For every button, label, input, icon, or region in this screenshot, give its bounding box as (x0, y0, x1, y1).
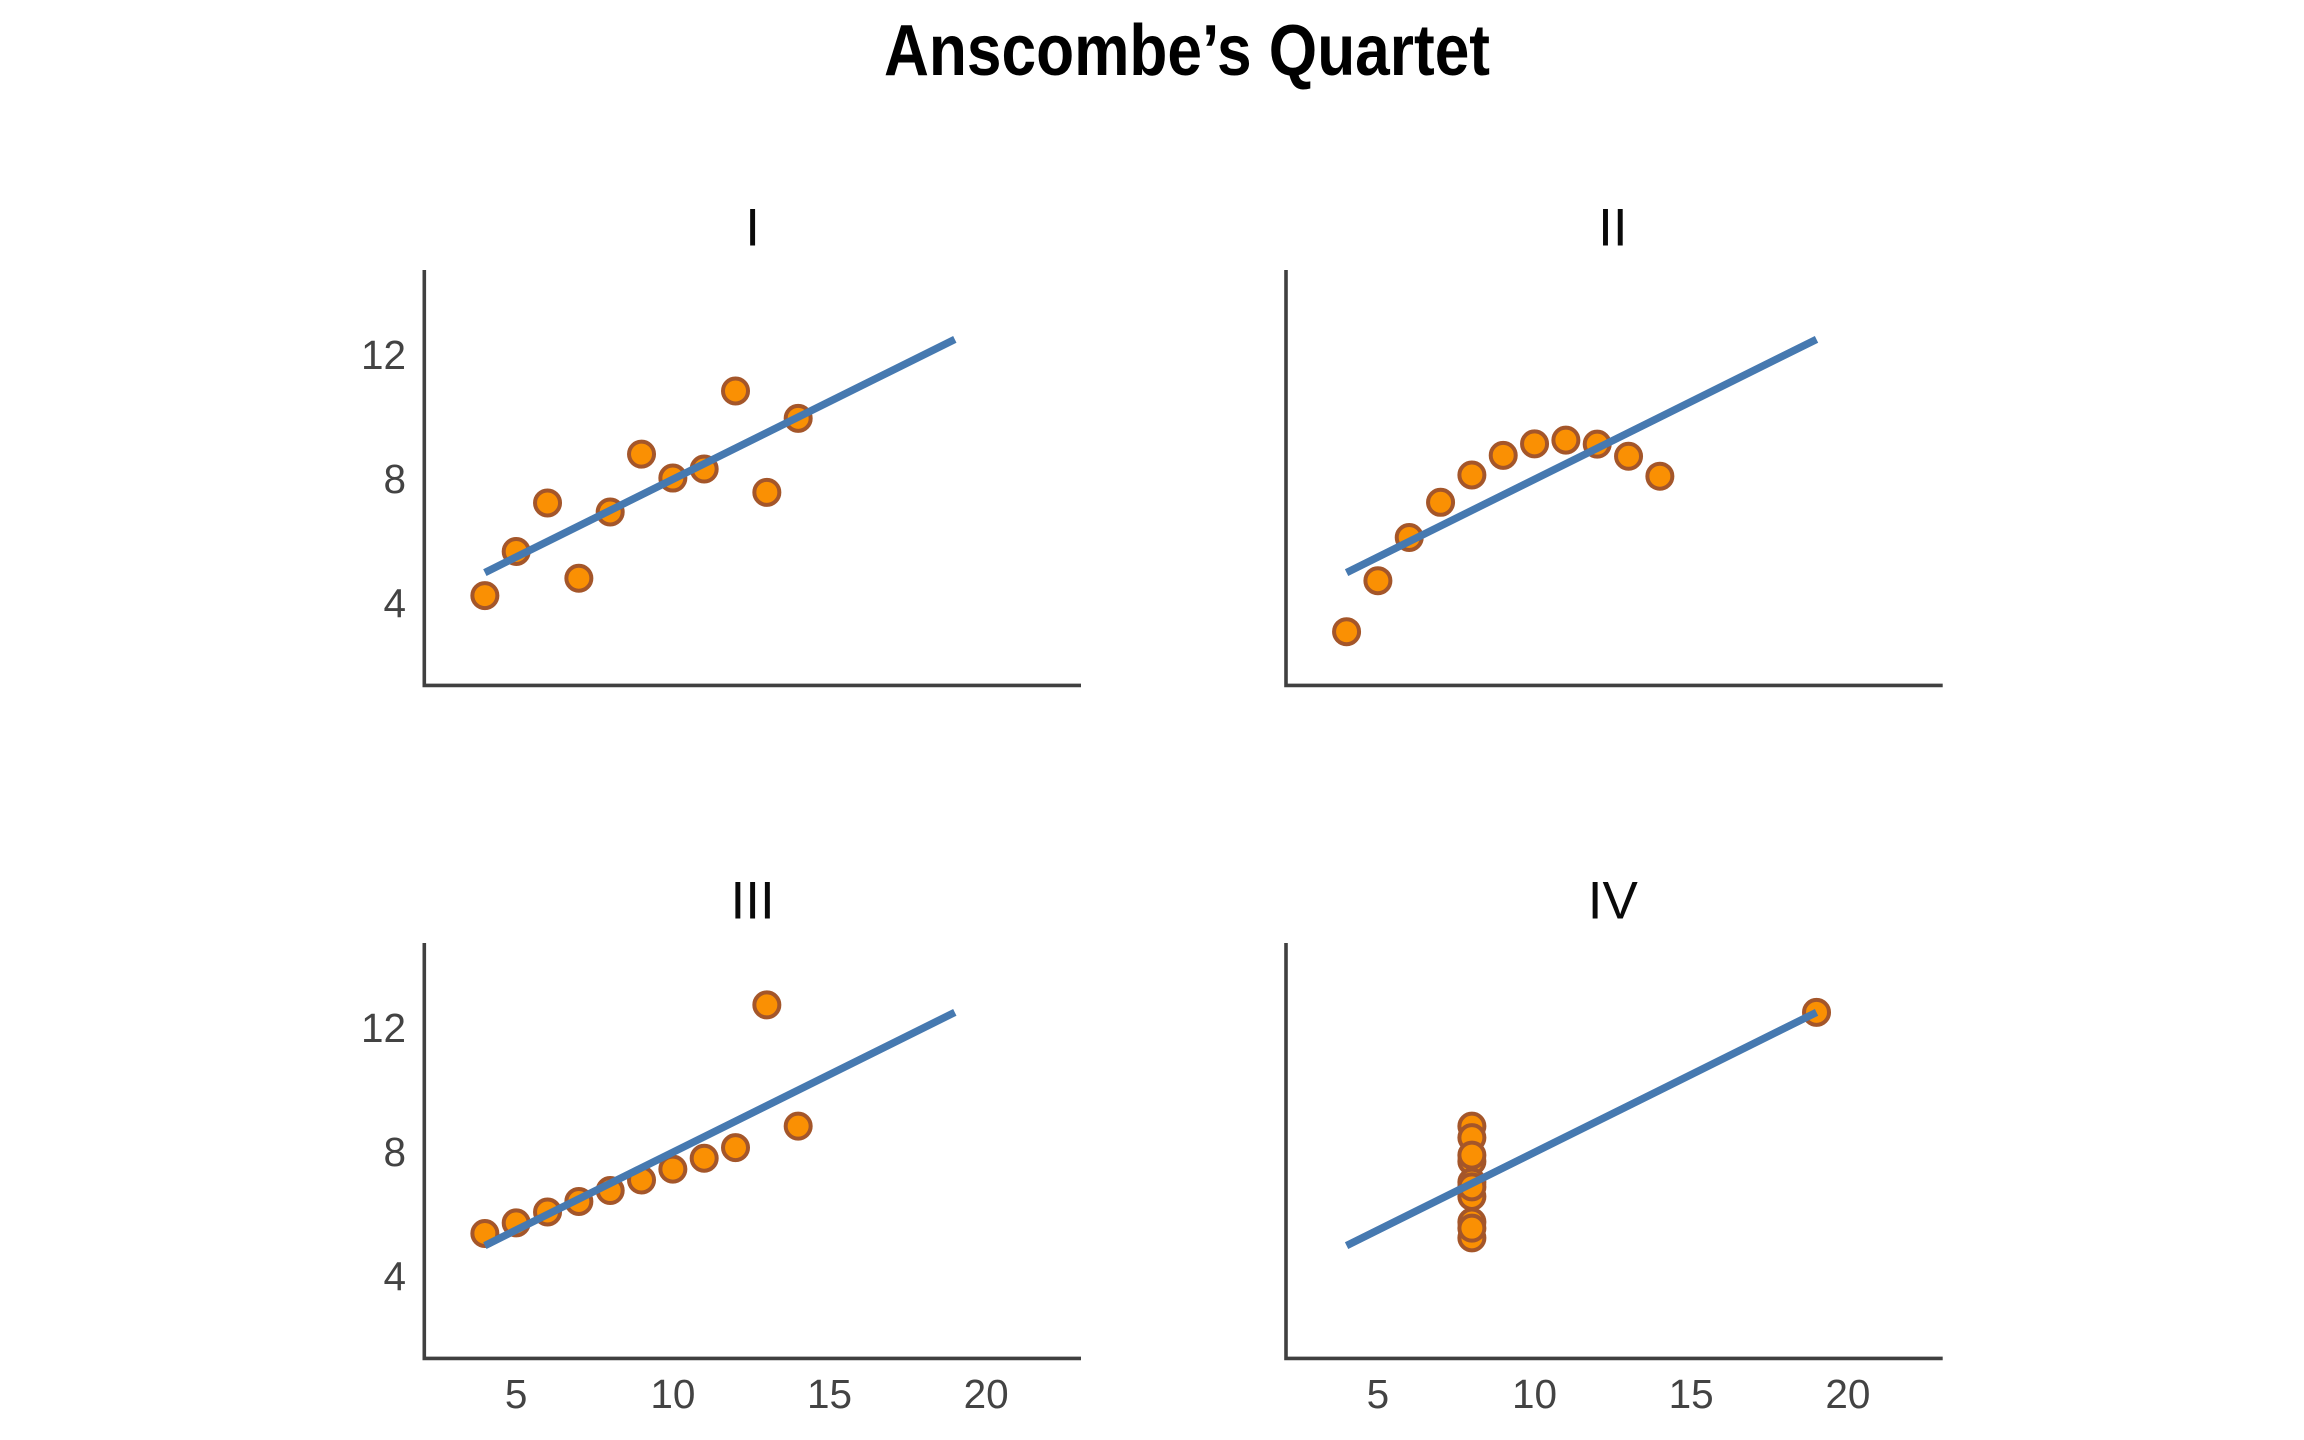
svg-text:15: 15 (807, 1371, 852, 1417)
svg-text:20: 20 (964, 1371, 1009, 1417)
svg-text:I: I (745, 199, 760, 258)
svg-text:5: 5 (1367, 1371, 1390, 1417)
svg-text:8: 8 (383, 456, 406, 502)
svg-text:III: III (731, 872, 775, 931)
svg-text:IV: IV (1588, 872, 1639, 931)
svg-text:4: 4 (383, 1254, 406, 1300)
svg-text:10: 10 (1512, 1371, 1557, 1417)
svg-text:II: II (1598, 199, 1627, 258)
svg-text:15: 15 (1669, 1371, 1714, 1417)
svg-text:12: 12 (361, 1005, 406, 1051)
svg-text:12: 12 (361, 332, 406, 378)
svg-text:8: 8 (383, 1129, 406, 1175)
svg-text:4: 4 (383, 581, 406, 627)
svg-text:5: 5 (505, 1371, 528, 1417)
svg-text:Anscombe’s Quartet: Anscombe’s Quartet (884, 11, 1490, 91)
svg-text:10: 10 (650, 1371, 695, 1417)
svg-text:20: 20 (1825, 1371, 1870, 1417)
